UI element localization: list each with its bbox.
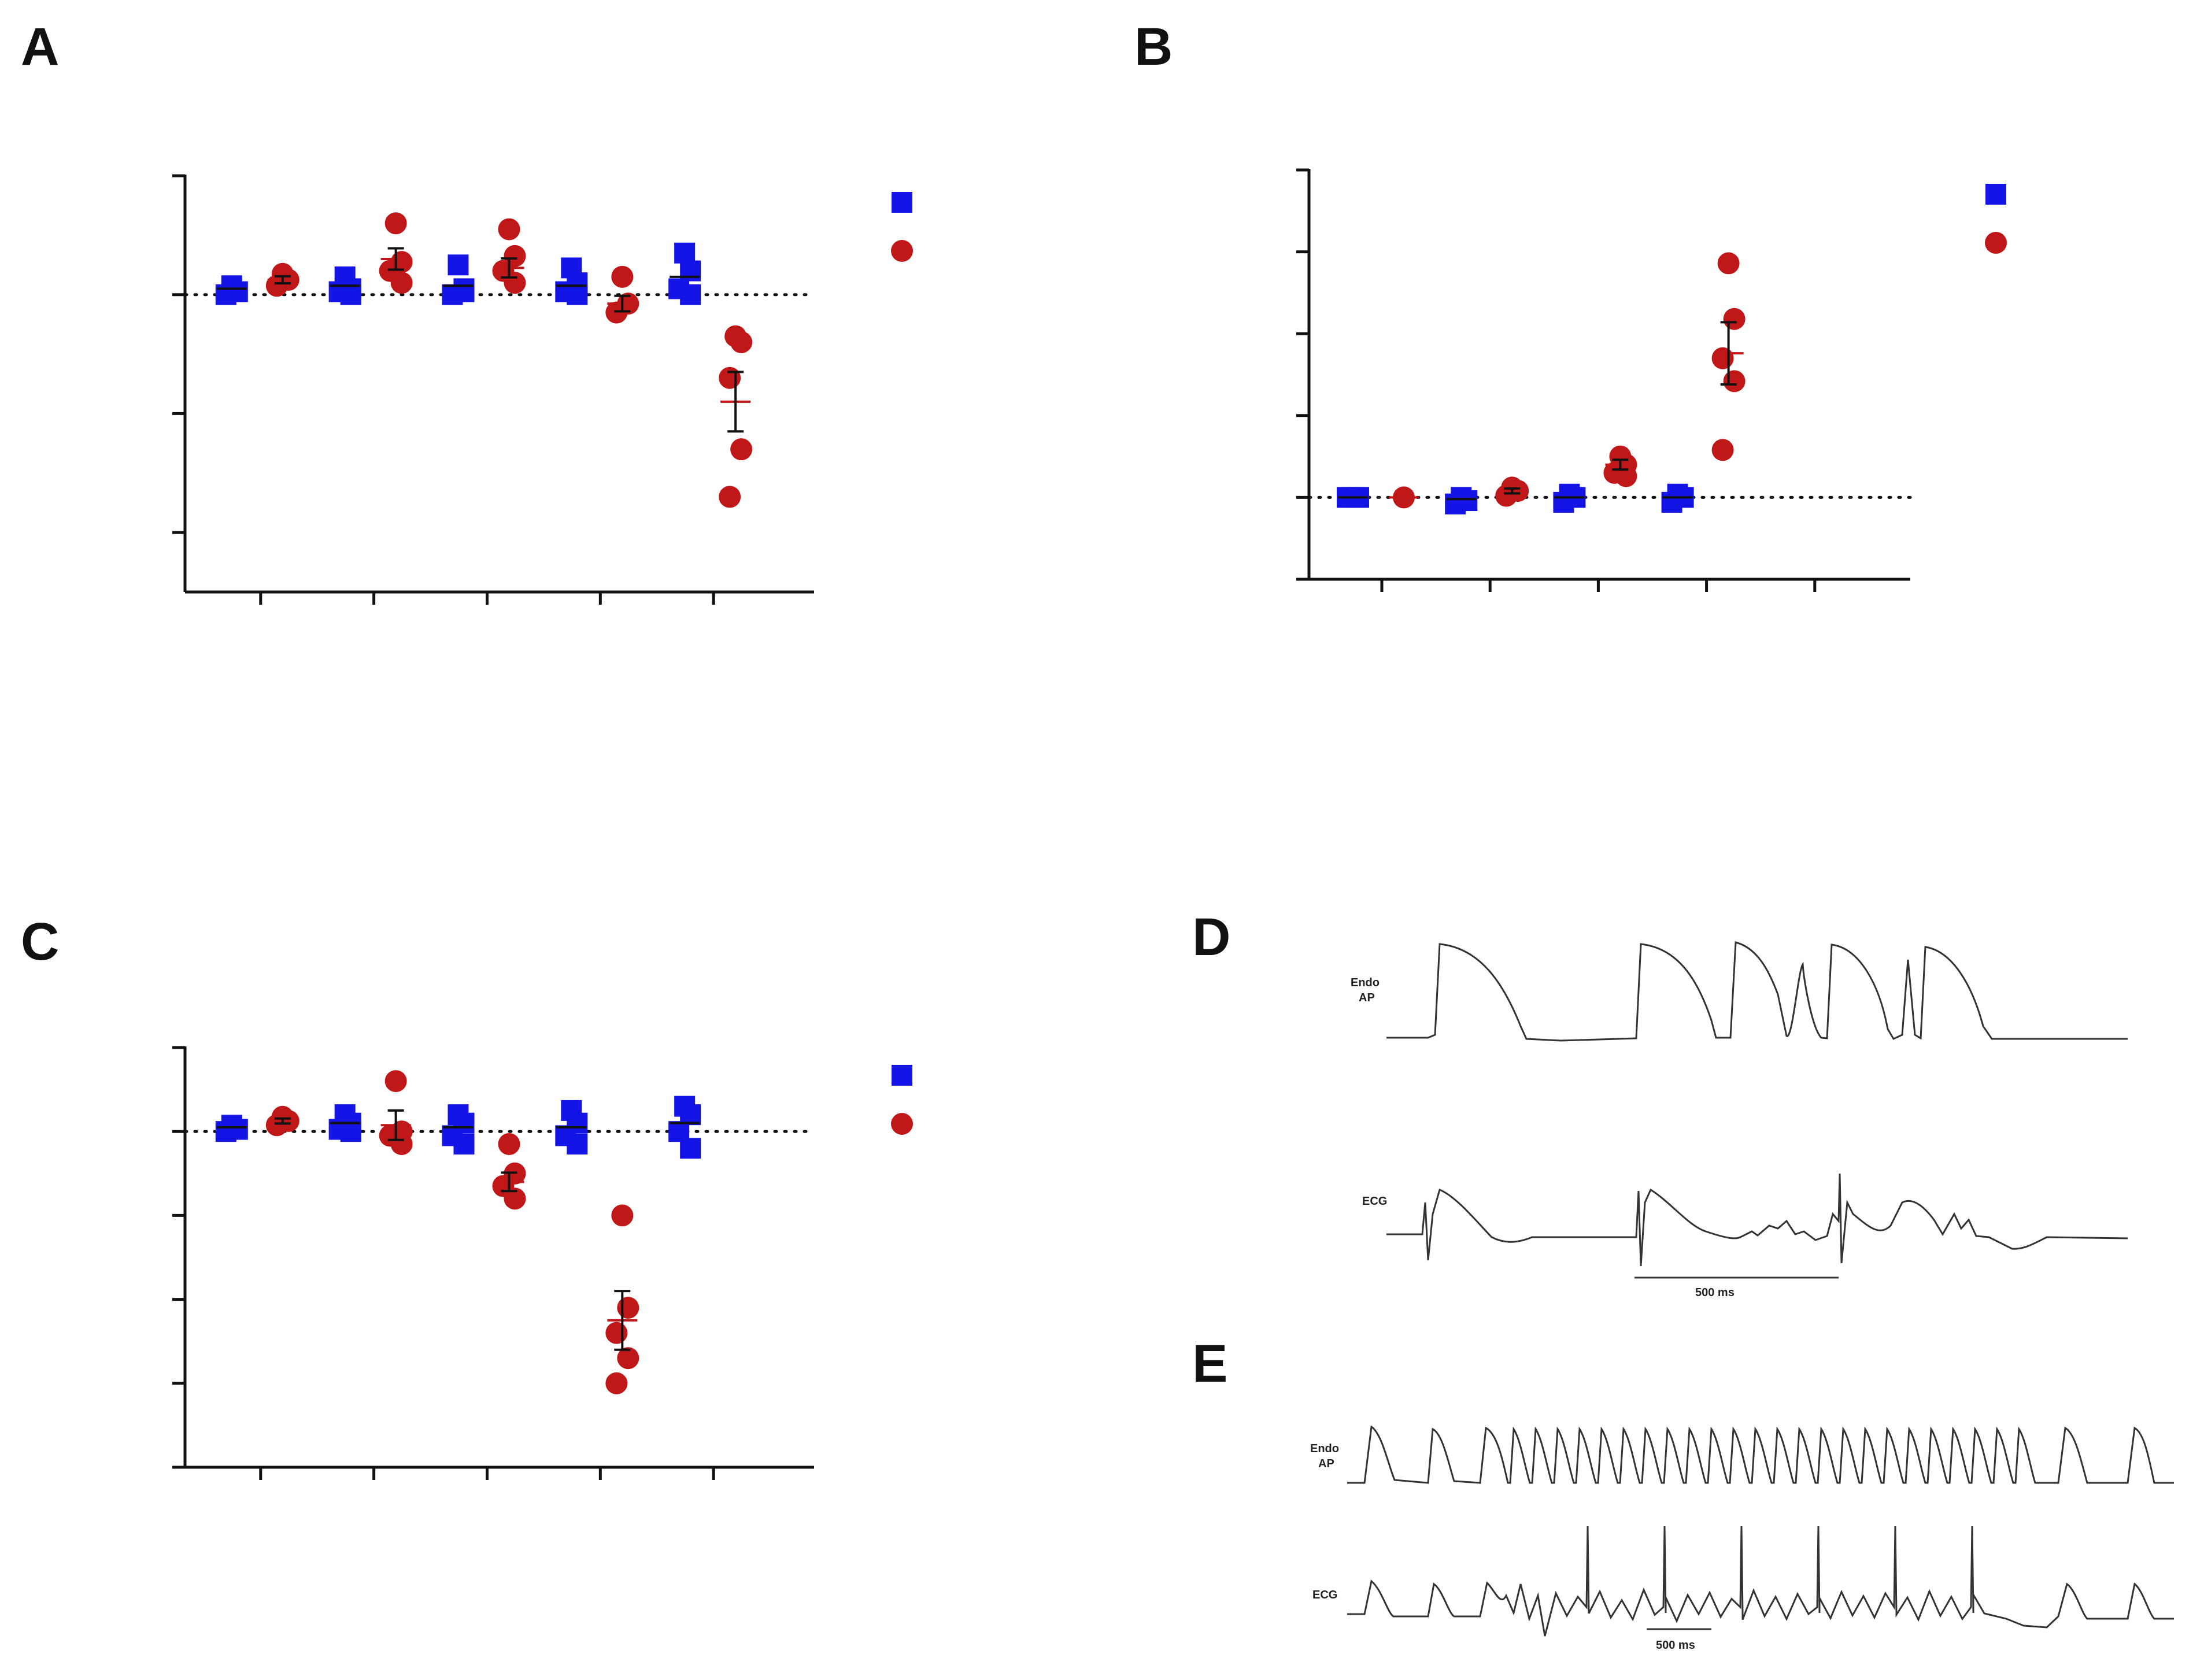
vehicle-point bbox=[340, 284, 361, 305]
loperamide-point bbox=[730, 438, 753, 461]
loperamide-point bbox=[605, 1372, 628, 1394]
legend-loperamide-marker bbox=[891, 240, 913, 262]
legend-vehicle-marker bbox=[1985, 184, 2006, 205]
trace-d-ecg-label: ECG bbox=[1362, 1195, 1387, 1208]
vehicle-point bbox=[215, 284, 236, 305]
loperamide-point bbox=[605, 1322, 628, 1344]
vehicle-point bbox=[674, 242, 696, 264]
trace-e-ecg bbox=[1347, 1526, 2174, 1637]
panel-e-traces: Endo AP ECG 500 ms bbox=[1310, 1425, 2174, 1652]
loperamide-point bbox=[1717, 252, 1740, 275]
vehicle-point bbox=[1661, 491, 1682, 513]
loperamide-point bbox=[1711, 347, 1734, 369]
panel-letter-e: E bbox=[1192, 1334, 1227, 1393]
vehicle-point bbox=[215, 1121, 236, 1142]
legend-loperamide-marker bbox=[891, 1113, 913, 1135]
loperamide-point bbox=[605, 301, 628, 324]
loperamide-point bbox=[265, 275, 288, 297]
panel-letter-b: B bbox=[1134, 17, 1173, 76]
loperamide-point bbox=[1723, 308, 1746, 330]
loperamide-point bbox=[384, 212, 407, 235]
scale-label-e: 500 ms bbox=[1656, 1639, 1695, 1652]
chart-iceb-ratio bbox=[172, 1046, 913, 1480]
loperamide-point bbox=[719, 367, 741, 389]
loperamide-point bbox=[611, 265, 634, 288]
vehicle-point bbox=[680, 284, 701, 305]
legend-loperamide-marker bbox=[1985, 232, 2007, 254]
loperamide-point bbox=[498, 1133, 520, 1155]
trace-e-ecg-label: ECG bbox=[1312, 1589, 1337, 1601]
vehicle-point bbox=[448, 254, 469, 276]
trace-d-ap bbox=[1386, 941, 2128, 1042]
loperamide-point bbox=[390, 1133, 413, 1155]
trace-e-ap-label-1: Endo bbox=[1310, 1442, 1339, 1455]
panel-letter-d: D bbox=[1192, 908, 1230, 967]
vehicle-point bbox=[453, 1133, 475, 1154]
loperamide-point bbox=[1723, 370, 1746, 393]
legend-vehicle-marker bbox=[892, 192, 912, 213]
loperamide-point bbox=[719, 486, 741, 508]
loperamide-point bbox=[617, 1297, 639, 1319]
loperamide-point bbox=[1711, 439, 1734, 461]
trace-d-ecg bbox=[1386, 1173, 2128, 1267]
panel-letter-c: C bbox=[21, 912, 59, 971]
panel-d-traces: Endo AP ECG 500 ms bbox=[1351, 941, 2128, 1299]
trace-d-ap-label-1: Endo bbox=[1351, 976, 1380, 989]
chart-qt-interval bbox=[172, 174, 913, 605]
panel-letter-a: A bbox=[21, 17, 59, 76]
vehicle-point bbox=[453, 281, 475, 302]
loperamide-point bbox=[504, 1187, 526, 1210]
legend-vehicle-marker bbox=[892, 1065, 912, 1086]
trace-e-ap-label-2: AP bbox=[1318, 1457, 1334, 1470]
vehicle-point bbox=[1553, 491, 1574, 513]
vehicle-point bbox=[567, 1133, 588, 1154]
vehicle-point bbox=[567, 284, 588, 305]
vehicle-point bbox=[1445, 493, 1466, 515]
loperamide-point bbox=[390, 272, 413, 294]
vehicle-point bbox=[680, 1138, 701, 1159]
trace-e-ap bbox=[1347, 1425, 2174, 1484]
chart-qrs-duration bbox=[1296, 168, 2007, 592]
loperamide-point bbox=[617, 1347, 639, 1370]
loperamide-point bbox=[504, 272, 526, 294]
loperamide-point bbox=[611, 1204, 634, 1227]
scale-label-d: 500 ms bbox=[1695, 1286, 1735, 1299]
trace-d-ap-label-2: AP bbox=[1359, 991, 1375, 1004]
loperamide-point bbox=[384, 1070, 407, 1093]
loperamide-point bbox=[498, 218, 520, 240]
vehicle-point bbox=[340, 1121, 361, 1142]
loperamide-point bbox=[730, 331, 753, 353]
vehicle-point bbox=[680, 260, 701, 282]
